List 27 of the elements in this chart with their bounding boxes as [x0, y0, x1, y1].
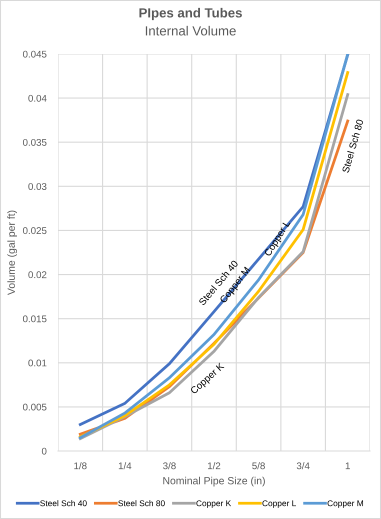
y-tick-label: 0.04 — [28, 94, 47, 102]
legend-label: Steel Sch 40 — [40, 500, 87, 506]
y-tick-label: 0 — [42, 448, 47, 455]
x-axis-title: Nominal Pipe Size (in) — [163, 476, 265, 486]
y-tick-label: 0.02 — [28, 271, 46, 278]
y-tick-label: 0.005 — [22, 404, 46, 411]
x-tick-label: 3/8 — [163, 462, 176, 470]
y-tick-label: 0.025 — [22, 227, 46, 234]
x-tick-label: 5/8 — [252, 462, 265, 470]
y-tick-label: 0.015 — [22, 315, 46, 322]
y-axis-title: Volume (gal per ft) — [7, 210, 18, 296]
legend-label: Steel Sch 80 — [118, 500, 165, 506]
x-tick-label: 1/2 — [208, 462, 220, 470]
x-tick-label: 1 — [346, 462, 350, 470]
x-tick-label: 3/4 — [296, 462, 310, 470]
y-tick-label: 0.03 — [28, 183, 46, 190]
legend-label: Copper L — [262, 500, 296, 508]
y-tick-label: 0.035 — [22, 138, 46, 146]
x-tick-label: 1/8 — [74, 462, 87, 470]
y-tick-label: 0.01 — [28, 360, 46, 366]
chart-subtitle: Internal Volume — [146, 26, 236, 36]
text: Steel Sch 80 — [342, 119, 364, 174]
chart-title: PIpes and Tubes — [139, 8, 242, 20]
legend-label: Copper K — [196, 500, 232, 508]
legend-label: Copper M — [328, 500, 364, 508]
y-tick-label: 0.045 — [22, 50, 46, 58]
x-tick-label: 1/4 — [118, 462, 132, 470]
